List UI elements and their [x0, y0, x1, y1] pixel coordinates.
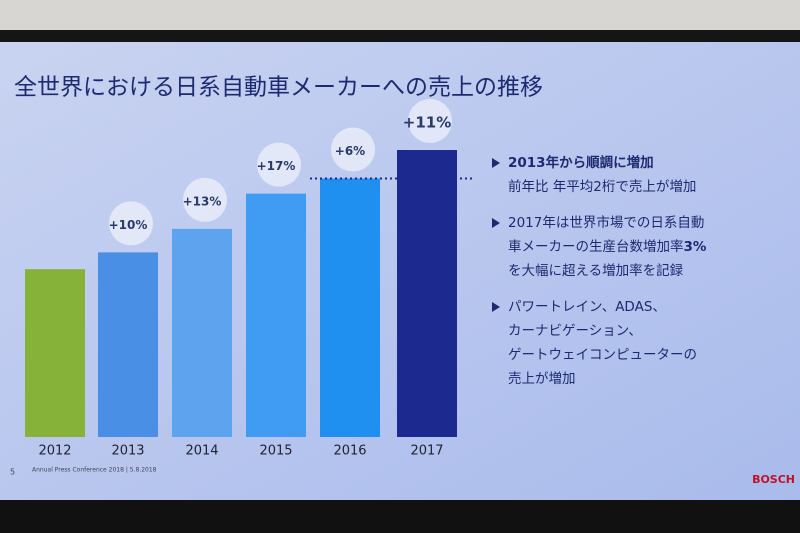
bullet-line: 前年比 年平均2桁で売上が増加	[508, 178, 696, 195]
x-tick-label: 2015	[259, 444, 292, 459]
footer: Annual Press Conference 2018 | 5.8.2018	[32, 467, 157, 474]
bullet-arrow	[492, 218, 500, 228]
wall	[0, 0, 800, 30]
text-run: パワートレイン、ADAS、	[508, 299, 666, 315]
x-tick-label: 2016	[333, 444, 366, 459]
label-bubble	[183, 177, 227, 222]
growth-label: +17%	[257, 159, 296, 173]
bullet-line: 売上が増加	[508, 371, 576, 387]
text-run: 2013年から順調に増加	[508, 154, 654, 171]
bullet-arrow	[492, 158, 500, 168]
bullet-line: カーナビゲーション、	[508, 323, 642, 339]
bullet-line: 2017年は世界市場での日系自動	[508, 214, 704, 231]
bar	[397, 150, 457, 437]
bullet-line: パワートレイン、ADAS、	[508, 299, 666, 315]
bar	[98, 252, 158, 437]
text-run: 2017年は世界市場での日系自動	[508, 214, 704, 231]
bullet-line: ゲートウェイコンピューターの	[508, 347, 697, 363]
bar	[246, 193, 306, 437]
label-bubble	[109, 201, 153, 246]
label-bubble	[257, 142, 301, 187]
bullet-line: 2013年から順調に増加	[508, 154, 654, 171]
growth-label: +11%	[403, 114, 451, 132]
text-run: ゲートウェイコンピューターの	[508, 347, 697, 363]
label-bubble	[331, 127, 375, 172]
bar	[25, 269, 85, 437]
bullet-arrow	[492, 302, 500, 312]
brand: BOSCH	[752, 473, 795, 486]
text-run: カーナビゲーション、	[508, 323, 642, 339]
tv-frame	[0, 30, 800, 42]
text-run: 3%	[684, 239, 707, 255]
chart-title: 全世界における日系自動車メーカーへの売上の推移	[14, 75, 543, 101]
text-run: を大幅に超える増加率を記録	[508, 262, 684, 279]
tv-bezel	[0, 500, 800, 533]
x-tick-label: 2014	[185, 444, 218, 459]
text-run: 車メーカーの生産台数増加率	[508, 238, 684, 255]
bar	[320, 178, 380, 437]
x-tick-label: 2012	[38, 444, 71, 459]
page-number: 5	[10, 468, 15, 477]
growth-label: +6%	[335, 144, 365, 158]
growth-label: +13%	[183, 194, 222, 208]
bullet-line: を大幅に超える増加率を記録	[508, 262, 684, 279]
label-bubble	[408, 99, 452, 143]
text-run: 前年比 年平均2桁で売上が増加	[508, 178, 696, 195]
x-tick-label: 2013	[111, 444, 144, 459]
text-run: 売上が増加	[508, 371, 576, 387]
bar	[172, 228, 232, 437]
bullet-line: 車メーカーの生産台数増加率3%	[508, 238, 707, 255]
growth-label: +10%	[109, 218, 148, 232]
x-tick-label: 2017	[410, 444, 443, 459]
